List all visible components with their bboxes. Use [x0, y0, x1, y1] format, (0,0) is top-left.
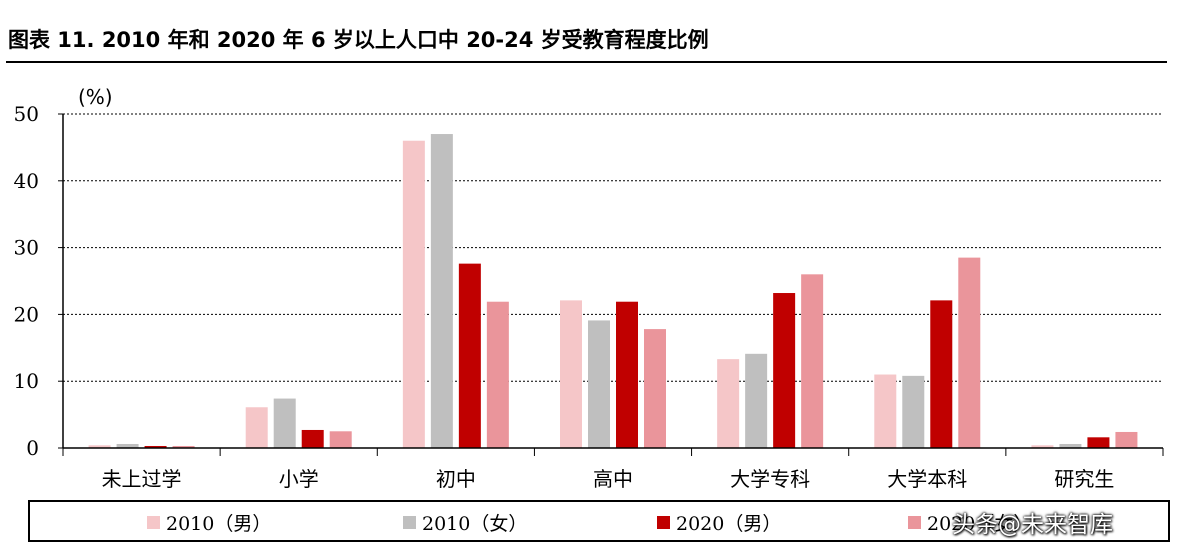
bar-3-series-2 [430, 134, 453, 449]
x-tick-label-6: 大学本科 [887, 467, 967, 491]
bar-5-series-2 [745, 353, 768, 448]
legend-item-2010-male: 2010（男） [147, 510, 272, 535]
y-unit-label: (%) [78, 85, 113, 109]
bar-5-series-1 [717, 359, 740, 448]
x-tick-label-2: 小学 [279, 467, 319, 491]
bar-1-series-4 [172, 445, 195, 448]
bar-1-series-1 [88, 445, 111, 448]
bar-6-series-1 [874, 374, 897, 448]
y-tick-label-50: 50 [14, 102, 39, 126]
bar-7-series-2 [1059, 443, 1082, 448]
bar-4-series-4 [644, 329, 666, 448]
bar-4-series-2 [588, 320, 610, 448]
x-tick-label-3: 初中 [436, 467, 476, 491]
y-tick-label-0: 0 [26, 436, 39, 460]
legend-item-2020-male: 2020（男） [657, 510, 782, 535]
bar-4-series-1 [560, 300, 582, 448]
bar-6-series-2 [902, 375, 925, 448]
legend-swatch-2010-female [403, 515, 416, 529]
x-tick-label-4: 高中 [593, 467, 633, 491]
legend-item-2010-female: 2010（女） [403, 510, 528, 535]
y-tick-label-20: 20 [14, 302, 39, 326]
x-tick-label-5: 大学专科 [730, 467, 810, 491]
bar-7-series-3 [1087, 437, 1110, 448]
watermark: 头条@未来智库 [952, 512, 1113, 538]
bar-7-series-1 [1031, 445, 1054, 448]
bar-2-series-2 [273, 398, 296, 448]
legend-swatch-2010-male [147, 515, 160, 529]
legend-label-2020-male: 2020（男） [676, 512, 782, 535]
bar-1-series-2 [116, 443, 139, 448]
x-tick-label-7: 研究生 [1054, 467, 1114, 491]
legend: 2010（男） 2010（女） 2020（男） 2020（女） [28, 500, 1170, 542]
y-tick-label-10: 10 [14, 369, 39, 393]
chart-title: 图表 11. 2010 年和 2020 年 6 岁以上人口中 20-24 岁受教… [8, 28, 709, 52]
bar-5-series-3 [773, 293, 796, 448]
bar-6-series-4 [958, 257, 981, 448]
legend-swatch-2020-female [908, 515, 921, 529]
bar-2-series-1 [245, 407, 268, 448]
bar-5-series-4 [801, 274, 824, 448]
bar-2-series-4 [329, 431, 352, 448]
title-divider [6, 61, 1167, 63]
bar-6-series-3 [930, 300, 953, 448]
bar-4-series-3 [616, 301, 638, 448]
x-tick-label-1: 未上过学 [102, 467, 182, 491]
bar-3-series-4 [486, 301, 509, 448]
y-tick-label-40: 40 [14, 169, 39, 193]
legend-swatch-2020-male [657, 515, 670, 529]
bar-1-series-3 [144, 445, 167, 448]
bar-chart: 0 10 20 30 40 50 (%) 未上过学 小学 初中 高中 大学专科 大学本科 研究生 [14, 85, 1164, 491]
bar-7-series-4 [1115, 431, 1138, 448]
y-tick-label-30: 30 [14, 236, 39, 260]
bar-3-series-1 [402, 140, 425, 448]
bar-2-series-3 [301, 429, 324, 448]
legend-item-2020-female: 2020（女） [908, 510, 1033, 535]
legend-label-2010-female: 2010（女） [422, 512, 528, 535]
bar-3-series-3 [458, 263, 481, 448]
legend-label-2020-female: 2020（女） [927, 512, 1033, 535]
legend-label-2010-male: 2010（男） [166, 512, 272, 535]
